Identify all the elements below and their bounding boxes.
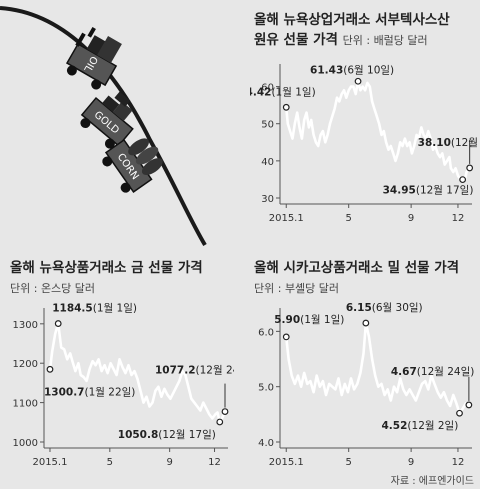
data-label-date: (12월 24일) [417, 365, 475, 378]
data-label-value: 6.15 [346, 302, 372, 314]
data-label-value: 54.42 [250, 86, 271, 98]
data-label-date: (12월 24일) [451, 136, 478, 149]
data-label-value: 61.43 [310, 64, 343, 76]
x-tick-label: 2015.1 [269, 457, 304, 468]
data-label-date: (12월 2일) [407, 419, 458, 432]
y-tick-label: 1100 [13, 399, 38, 410]
data-label-value: 38.10 [418, 137, 451, 149]
data-label: 5.90(1월 1일) [274, 313, 344, 326]
data-label-date: (1월 1일) [300, 313, 344, 326]
price-line [284, 321, 470, 415]
gold-chart-title: 올해 뉴욕상품거래소 금 선물 가격 [10, 260, 203, 276]
price-line [48, 322, 227, 424]
y-tick-label: 60 [261, 83, 274, 94]
data-label: 54.42(1월 1일) [250, 85, 316, 98]
source-credit: 자료 : 에프엔가이드 [390, 476, 474, 487]
wheat-price-chart: 4.0 5.0 6.0 2015.1 5 9 12 5.90(1월 1일)6.15(6월 30… [258, 301, 475, 468]
data-label-value: 1077.2 [155, 365, 196, 377]
x-tick-label: 12 [452, 213, 465, 224]
data-label: 1077.2(12월 24일) [155, 364, 234, 377]
x-tick-label: 9 [408, 457, 414, 468]
oil-price-chart: 30 40 50 60 2015.1 5 9 12 54.42(1월 1일) 61.43(6월 1… [250, 63, 478, 224]
data-label-value: 1300.7 [44, 386, 85, 398]
y-tick-label: 6.0 [258, 327, 274, 338]
y-tick-label: 1300 [13, 320, 38, 331]
x-tick-label: 12 [452, 457, 465, 468]
x-tick-label: 2015.1 [32, 457, 67, 468]
data-point-marker [466, 164, 474, 172]
data-label-value: 1050.8 [118, 429, 159, 441]
data-point-marker [354, 77, 362, 85]
data-label-value: 5.90 [274, 314, 300, 326]
data-label: 1184.5(1월 1일) [52, 302, 137, 315]
data-label: 1050.8(12월 17일) [118, 428, 216, 441]
data-point-marker [465, 401, 473, 409]
data-label-date: (12월 17일) [158, 428, 216, 441]
y-tick-label: 1000 [13, 438, 38, 449]
data-label-date: (1월 22일) [85, 385, 136, 398]
data-label-value: 34.95 [383, 185, 416, 197]
data-point-marker [456, 409, 463, 417]
data-point-marker [282, 103, 290, 111]
data-label: 4.67(12월 24일) [391, 365, 475, 378]
wheat-unit: 단위 : 부셸당 달러 [254, 282, 340, 295]
oil-title-line2: 원유 선물 가격 [254, 32, 338, 48]
data-point-marker [216, 418, 224, 426]
data-label-date: (1월 1일) [271, 85, 315, 98]
downhill-slope-curve [0, 6, 207, 247]
oil-unit: 단위 : 배럴당 달러 [342, 34, 428, 47]
gold-price-chart: 1000 1100 1200 1300 2015.1 5 9 12 1300.7(1월 22일)… [13, 302, 234, 468]
y-tick-label: 40 [261, 157, 274, 168]
data-label-date: (6월 10일) [343, 63, 394, 76]
oil-title-line1: 올해 뉴욕상업거래소 서부텍사스산 [254, 12, 450, 28]
commodity-slope-illustration: OIL GOLD CORN [0, 6, 207, 247]
oil-chart-title: 올해 뉴욕상업거래소 서부텍사스산 원유 선물 가격 단위 : 배럴당 달러 [254, 10, 450, 51]
data-label-date: (12월 17일) [416, 184, 474, 197]
data-label-value: 4.67 [391, 366, 417, 378]
price-line [284, 80, 471, 181]
data-point-marker [362, 319, 370, 327]
wheat-chart-title: 올해 시카고상품거래소 밀 선물 가격 [254, 260, 460, 276]
data-label: 38.10(12월 24일) [418, 136, 478, 149]
y-tick-label: 5.0 [258, 383, 274, 394]
x-tick-label: 5 [345, 213, 351, 224]
x-tick-label: 9 [408, 213, 414, 224]
oil-cart-icon: OIL [65, 26, 122, 90]
y-tick-label: 4.0 [258, 438, 274, 449]
data-point-marker [221, 408, 229, 415]
x-tick-label: 5 [345, 457, 351, 468]
x-tick-label: 2015.1 [269, 213, 304, 224]
x-tick-label: 12 [208, 457, 221, 468]
y-tick-label: 50 [261, 120, 274, 131]
x-tick-label: 9 [166, 457, 172, 468]
data-label: 61.43(6월 10일) [310, 63, 394, 76]
data-label-date: (6월 30일) [372, 301, 423, 314]
y-tick-label: 1200 [13, 359, 38, 370]
data-point-marker [46, 365, 54, 373]
data-point-marker [459, 176, 467, 184]
x-tick-label: 5 [107, 457, 113, 468]
oil-title-line2-row: 원유 선물 가격 단위 : 배럴당 달러 [254, 30, 450, 51]
data-label-date: (12월 24일) [196, 364, 234, 377]
data-label-value: 1184.5 [52, 303, 93, 315]
data-point-marker [282, 333, 290, 341]
data-label: 1300.7(1월 22일) [44, 385, 135, 398]
gold-unit: 단위 : 온스당 달러 [10, 282, 96, 295]
data-label: 6.15(6월 30일) [346, 301, 423, 314]
data-point-marker [54, 320, 62, 327]
data-label: 34.95(12월 17일) [383, 184, 474, 197]
data-label-date: (1월 1일) [93, 302, 137, 315]
data-label-value: 4.52 [382, 420, 408, 432]
data-label: 4.52(12월 2일) [382, 419, 459, 432]
y-tick-label: 30 [261, 194, 274, 205]
